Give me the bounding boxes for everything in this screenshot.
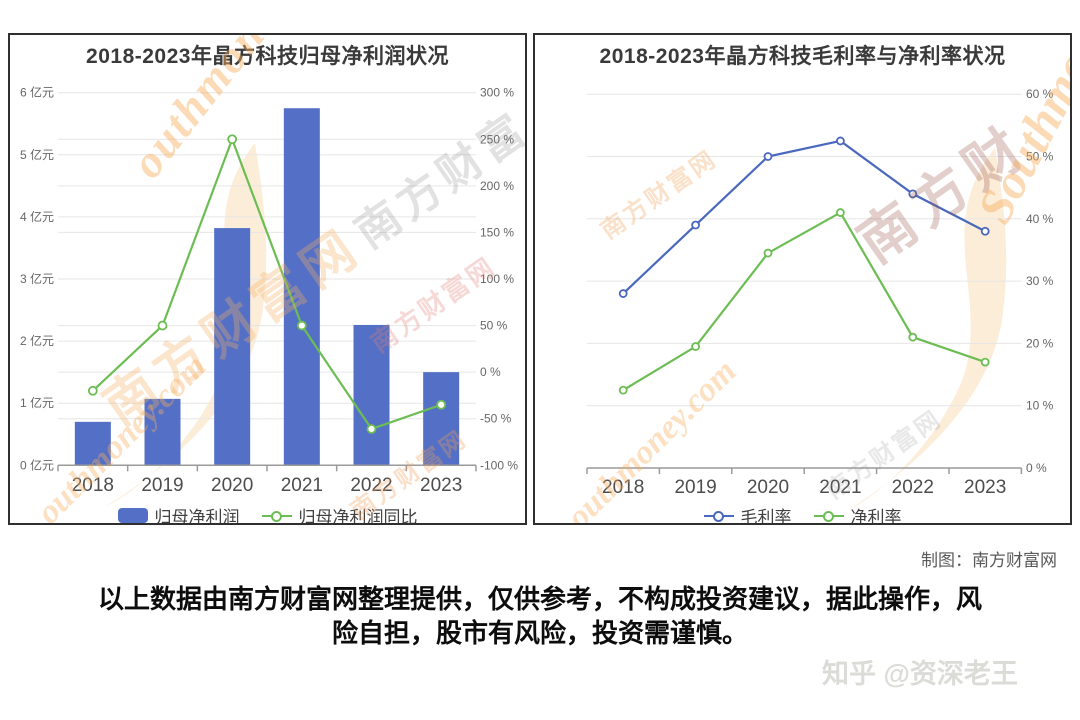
profit-chart-title: 2018-2023年晶方科技归母净利润状况	[86, 45, 449, 68]
svg-text:-100 %: -100 %	[480, 458, 518, 472]
svg-text:60 %: 60 %	[1026, 87, 1054, 101]
legend-item-net-profit: 归母净利润	[117, 503, 240, 525]
svg-text:2019: 2019	[674, 477, 716, 498]
svg-text:4 亿元: 4 亿元	[20, 209, 54, 224]
legend-item-gross-margin: 毛利率	[703, 503, 792, 525]
profit-chart-svg: 6 亿元 5 亿元 4 亿元 3 亿元 2 亿元 1 亿元 0 亿元 300 % 250 % 20…	[20, 85, 518, 496]
line-swatch-icon	[261, 510, 292, 522]
line-swatch-icon	[813, 510, 844, 522]
svg-text:2018: 2018	[72, 475, 114, 496]
svg-text:20 %: 20 %	[1026, 336, 1054, 350]
svg-text:2018: 2018	[602, 477, 644, 498]
legend-label: 归母净利润同比	[298, 508, 418, 525]
margin-chart-svg: 60 % 50 % 40 % 30 % 20 % 10 % 0 % 2018 2019 2020 2…	[586, 87, 1054, 498]
margin-chart-title: 2018-2023年晶方科技毛利率与净利率状况	[599, 45, 1006, 68]
disclaimer-text: 以上数据由南方财富网整理提供，仅供参考，不构成投资建议，据此操作，风 险自担，股…	[40, 582, 1040, 650]
svg-text:3 亿元: 3 亿元	[20, 271, 54, 286]
line-swatch-icon	[703, 510, 734, 522]
svg-text:50 %: 50 %	[480, 319, 508, 333]
svg-text:2 亿元: 2 亿元	[20, 333, 54, 348]
svg-text:250 %: 250 %	[480, 132, 514, 146]
svg-text:-50 %: -50 %	[480, 412, 512, 426]
svg-text:2019: 2019	[141, 475, 183, 496]
legend-label: 毛利率	[740, 508, 792, 525]
svg-text:2023: 2023	[964, 477, 1006, 498]
svg-text:1 亿元: 1 亿元	[20, 395, 54, 410]
svg-text:0 亿元: 0 亿元	[20, 457, 54, 472]
svg-text:2021: 2021	[281, 475, 323, 496]
svg-text:200 %: 200 %	[480, 179, 514, 193]
svg-text:5 亿元: 5 亿元	[20, 147, 54, 162]
margin-chart-panel: 南方财 南方财富网 Southmoney 南方财富网 outhmoney.com…	[533, 33, 1072, 525]
disclaimer-line-1: 以上数据由南方财富网整理提供，仅供参考，不构成投资建议，据此操作，风	[97, 584, 982, 614]
legend-label: 归母净利润	[154, 508, 240, 525]
bar-swatch-icon	[117, 508, 148, 523]
disclaimer-line-2: 险自担，股市有风险，投资需谨慎。	[331, 618, 748, 648]
chart-credit: 制图：南方财富网	[921, 551, 1057, 570]
legend-label: 净利率	[850, 508, 902, 525]
svg-text:0 %: 0 %	[1026, 461, 1047, 475]
legend-item-net-margin: 净利率	[813, 503, 902, 525]
svg-text:2022: 2022	[892, 477, 934, 498]
svg-text:2020: 2020	[211, 475, 253, 496]
author-watermark: 知乎 @资深老王	[822, 659, 1018, 689]
svg-text:2022: 2022	[350, 475, 392, 496]
svg-text:2023: 2023	[420, 475, 462, 496]
profit-chart-legend: 归母净利润 归母净利润同比	[10, 503, 525, 525]
margin-chart-legend: 毛利率 净利率	[535, 503, 1070, 525]
svg-text:150 %: 150 %	[480, 225, 514, 239]
svg-text:10 %: 10 %	[1026, 399, 1054, 413]
svg-text:50 %: 50 %	[1026, 150, 1054, 164]
svg-text:2021: 2021	[819, 477, 861, 498]
svg-text:40 %: 40 %	[1026, 212, 1054, 226]
svg-text:30 %: 30 %	[1026, 274, 1054, 288]
profit-chart-panel: outhmoney.com 南方财富 南方财富网 南方财富网 南方财富网 out…	[8, 33, 527, 525]
legend-item-yoy: 归母净利润同比	[261, 503, 418, 525]
svg-text:6 亿元: 6 亿元	[20, 85, 54, 100]
svg-text:2020: 2020	[747, 477, 789, 498]
svg-text:0 %: 0 %	[480, 365, 501, 379]
svg-text:300 %: 300 %	[480, 86, 514, 100]
svg-text:100 %: 100 %	[480, 272, 514, 286]
